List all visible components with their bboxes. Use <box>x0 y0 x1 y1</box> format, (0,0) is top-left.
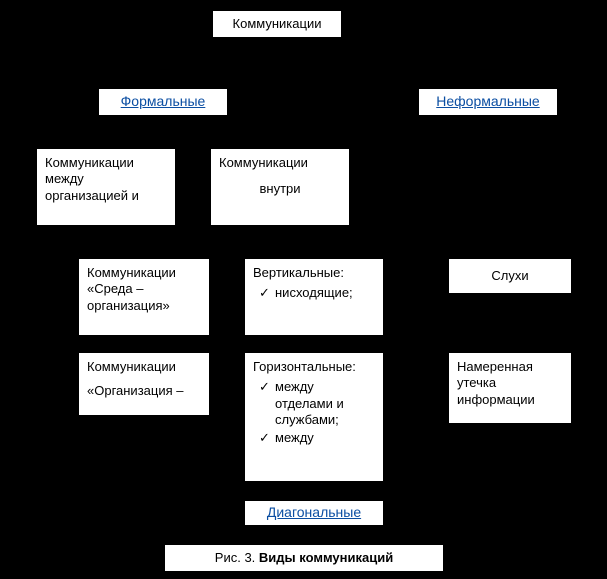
figure-caption: Рис. 3. Виды коммуникаций <box>164 544 444 572</box>
diagram-canvas: Коммуникации Формальные Неформальные Ком… <box>0 0 607 579</box>
node-org: Коммуникации «Организация – <box>78 352 210 416</box>
node-org-title: Коммуникации <box>87 359 201 375</box>
node-horizontal-title: Горизонтальные: <box>253 359 375 375</box>
node-informal: Неформальные <box>418 88 558 116</box>
node-vertical-title: Вертикальные: <box>253 265 375 281</box>
node-inside-title: Коммуникации <box>219 155 341 171</box>
node-inside: Коммуникации внутри <box>210 148 350 226</box>
list-item: между <box>259 430 375 446</box>
node-inside-sub: внутри <box>219 181 341 197</box>
node-diagonal-label: Диагональные <box>267 504 361 522</box>
caption-prefix: Рис. 3. <box>215 550 259 565</box>
node-informal-label: Неформальные <box>436 93 539 111</box>
node-between-org-label: Коммуникации между организацией и <box>37 149 175 210</box>
node-between-org: Коммуникации между организацией и <box>36 148 176 226</box>
node-root: Коммуникации <box>212 10 342 38</box>
node-rumors: Слухи <box>448 258 572 294</box>
caption-title: Виды коммуникаций <box>259 550 393 565</box>
list-item: между отделами и службами; <box>259 379 375 428</box>
node-vertical: Вертикальные: нисходящие; <box>244 258 384 336</box>
node-horizontal: Горизонтальные: между отделами и службам… <box>244 352 384 482</box>
list-item: нисходящие; <box>259 285 375 301</box>
node-horizontal-list: между отделами и службами; между <box>253 379 375 446</box>
node-env-org: Коммуникации «Среда – организация» <box>78 258 210 336</box>
node-leak-label: Намеренная утечка информации <box>449 353 571 414</box>
node-root-label: Коммуникации <box>233 16 322 32</box>
node-formal: Формальные <box>98 88 228 116</box>
node-formal-label: Формальные <box>121 93 206 111</box>
node-env-org-label: Коммуникации «Среда – организация» <box>79 259 209 320</box>
node-leak: Намеренная утечка информации <box>448 352 572 424</box>
node-rumors-label: Слухи <box>491 268 528 284</box>
node-diagonal: Диагональные <box>244 500 384 526</box>
node-org-sub: «Организация – <box>87 383 201 399</box>
node-vertical-list: нисходящие; <box>253 285 375 301</box>
